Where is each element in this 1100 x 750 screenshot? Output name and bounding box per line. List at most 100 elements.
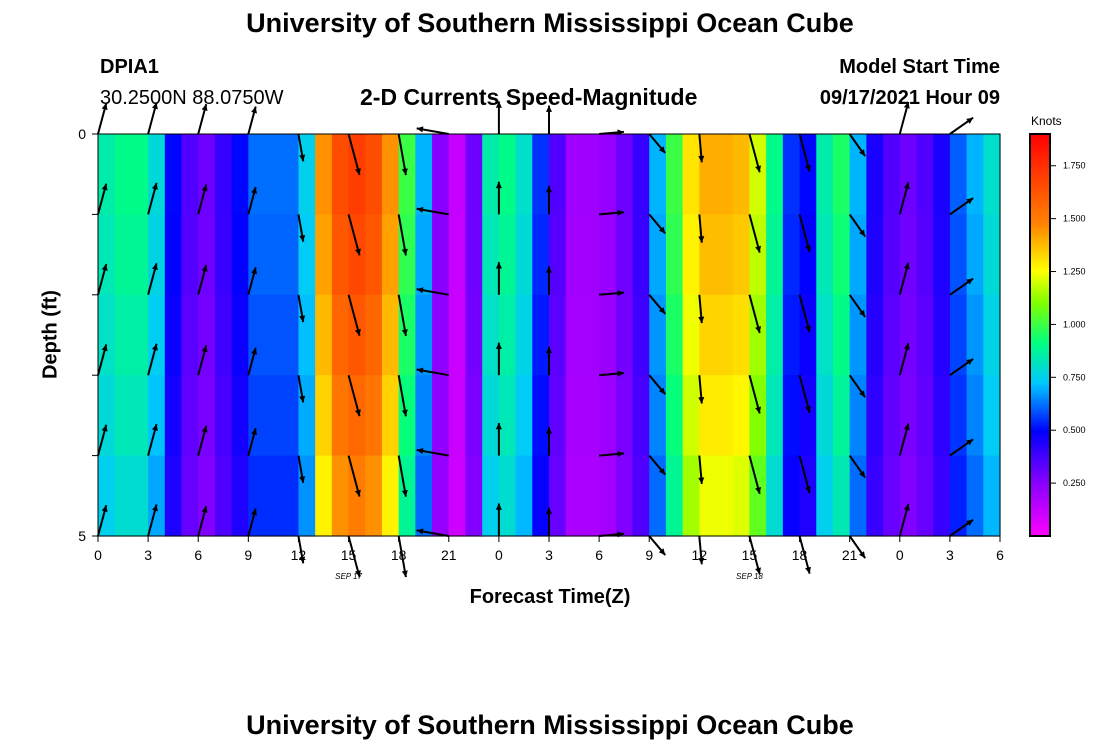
heatmap-cell <box>615 294 634 376</box>
current-arrow <box>297 535 306 564</box>
heatmap-cell <box>415 375 433 457</box>
current-arrow <box>197 425 208 456</box>
heatmap-cell <box>949 214 968 296</box>
heatmap-cell <box>532 134 550 215</box>
heatmap-cell <box>832 214 851 296</box>
x-tick-label: 18 <box>391 547 407 563</box>
heatmap-cell <box>582 455 600 537</box>
colorbar-tick-label: 0.500 <box>1063 425 1086 435</box>
heatmap-cell <box>799 294 817 376</box>
current-arrow <box>347 535 361 578</box>
heatmap-cell <box>549 294 567 376</box>
heatmap-cell <box>816 375 834 457</box>
heatmap-cell <box>749 214 767 296</box>
heatmap-cell <box>515 455 533 537</box>
heatmap-cell <box>983 455 1001 537</box>
current-arrow <box>97 344 108 376</box>
heatmap-cell <box>966 375 984 457</box>
heatmap-cell <box>782 134 801 215</box>
heatmap-cell <box>883 134 901 215</box>
heatmap-cell <box>432 294 450 376</box>
current-arrow <box>147 504 158 537</box>
heatmap-cell <box>716 214 734 296</box>
current-arrow <box>648 535 666 556</box>
heatmap-cell <box>315 455 333 537</box>
current-arrow <box>297 455 306 484</box>
heatmap-cell <box>415 214 433 296</box>
heatmap-cell <box>749 375 767 457</box>
heatmap-cell <box>883 455 901 537</box>
colorbar-tick-label: 1.750 <box>1063 161 1086 171</box>
heatmap-cell <box>766 375 784 457</box>
heatmap-cell <box>331 375 350 457</box>
heatmap-cell <box>331 455 350 537</box>
heatmap-cell <box>214 375 233 457</box>
heatmap-cell <box>214 455 233 537</box>
current-arrow <box>347 294 361 337</box>
heatmap-cell <box>565 134 584 215</box>
heatmap-cell <box>498 214 517 296</box>
colorbar-ramp <box>1029 133 1051 537</box>
heatmap-cell <box>816 214 834 296</box>
heatmap-cell <box>131 455 149 537</box>
colorbar-tick-label: 1.500 <box>1063 214 1086 224</box>
current-arrow <box>147 423 158 456</box>
heatmap-cell <box>883 294 901 376</box>
heatmap-cell <box>832 134 851 215</box>
heatmap-cell <box>181 455 199 537</box>
heatmap-cell <box>432 134 450 215</box>
heatmap-cell <box>582 294 600 376</box>
current-arrow <box>648 294 666 315</box>
current-arrow <box>197 345 208 376</box>
heatmap-cell <box>699 294 717 376</box>
heatmap-cell <box>131 294 149 376</box>
heatmap-cell <box>315 134 333 215</box>
heatmap-cell <box>515 375 533 457</box>
current-arrow <box>247 427 257 456</box>
current-arrow <box>397 535 408 578</box>
heatmap-cell <box>181 294 199 376</box>
heatmap-cell <box>916 375 934 457</box>
current-arrow <box>698 214 705 243</box>
x-tick-label: 0 <box>495 547 503 563</box>
heatmap-cell <box>866 214 884 296</box>
current-arrow <box>949 518 974 537</box>
heatmap-cell <box>114 134 133 215</box>
heatmap-cell <box>365 294 383 376</box>
current-arrow <box>599 370 625 377</box>
heatmap-cell <box>632 455 650 537</box>
heatmap-cell <box>966 134 984 215</box>
heatmap-cell <box>732 375 751 457</box>
current-arrow <box>247 267 257 296</box>
model-start-label: Model Start Time <box>839 56 1000 78</box>
current-arrow <box>898 342 910 376</box>
current-arrow <box>197 264 208 296</box>
heatmap-cell <box>933 455 951 537</box>
current-arrow <box>949 277 974 296</box>
heatmap-cell <box>782 375 801 457</box>
heatmap-cell <box>983 375 1001 457</box>
x-tick-label: 3 <box>144 547 152 563</box>
y-tick-label: 0 <box>78 126 86 142</box>
heatmap-cell <box>682 214 700 296</box>
current-arrow <box>495 262 502 295</box>
heatmap-cell <box>649 294 667 376</box>
heatmap-cell <box>615 375 634 457</box>
heatmap-cell <box>732 134 751 215</box>
heatmap-cell <box>114 375 133 457</box>
heatmap-cell <box>916 294 934 376</box>
current-arrow <box>545 346 553 376</box>
heatmap-cell <box>498 294 517 376</box>
current-arrow <box>416 528 449 537</box>
footer-title: University of Southern Mississippi Ocean… <box>246 710 854 740</box>
heatmap-cell <box>565 294 584 376</box>
current-arrow <box>898 423 910 456</box>
heatmap-cell <box>164 455 183 537</box>
current-arrow <box>197 103 208 135</box>
current-arrow <box>898 262 910 296</box>
x-tick-label: 9 <box>645 547 653 563</box>
current-arrow <box>748 535 762 575</box>
colorbar-tick-label: 1.000 <box>1063 319 1086 329</box>
heatmap-cell <box>482 214 500 296</box>
heatmap-cell <box>649 455 667 537</box>
